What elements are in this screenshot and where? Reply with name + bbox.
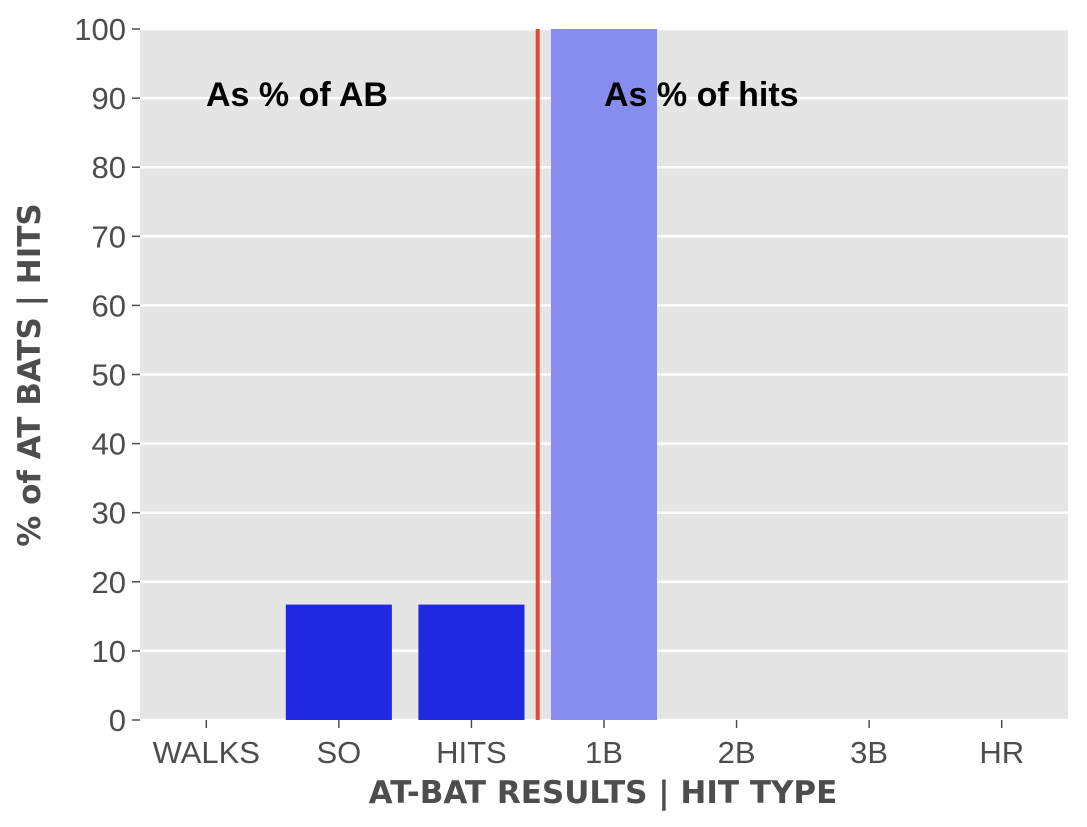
- y-tick-label: 60: [92, 288, 126, 323]
- y-tick-label: 30: [92, 496, 126, 531]
- annotation-hits: As % of hits: [604, 76, 799, 114]
- bar-so: [285, 604, 392, 720]
- bar-hits: [418, 604, 525, 720]
- bars: [285, 29, 658, 720]
- y-tick-label: 10: [92, 634, 126, 669]
- y-axis-title: % of AT BATS | HITS: [12, 203, 48, 547]
- y-tick-label: 80: [92, 150, 126, 185]
- x-axis-title: AT-BAT RESULTS | HIT TYPE: [369, 775, 838, 811]
- bar-1b: [550, 29, 658, 720]
- y-tick-label: 50: [92, 358, 126, 393]
- y-tick-label: 100: [74, 12, 126, 47]
- y-tick-label: 90: [92, 81, 126, 116]
- x-tick-label: WALKS: [153, 735, 260, 770]
- y-tick-label: 40: [92, 427, 126, 462]
- x-tick-label: 3B: [850, 735, 888, 770]
- y-tick-label: 0: [109, 703, 126, 738]
- x-tick-label: HR: [979, 735, 1024, 770]
- x-tick-label: 2B: [718, 735, 756, 770]
- y-axis-ticks: 0 10 20 30 40 50 60 70 80 90 100: [74, 12, 140, 738]
- x-tick-label: HITS: [436, 735, 507, 770]
- x-tick-label: 1B: [585, 735, 623, 770]
- x-tick-label: SO: [316, 735, 361, 770]
- x-axis-ticks: WALKS SO HITS 1B 2B 3B HR: [153, 720, 1024, 770]
- annotation-ab: As % of AB: [206, 76, 388, 114]
- y-tick-label: 20: [92, 565, 126, 600]
- y-tick-label: 70: [92, 219, 126, 254]
